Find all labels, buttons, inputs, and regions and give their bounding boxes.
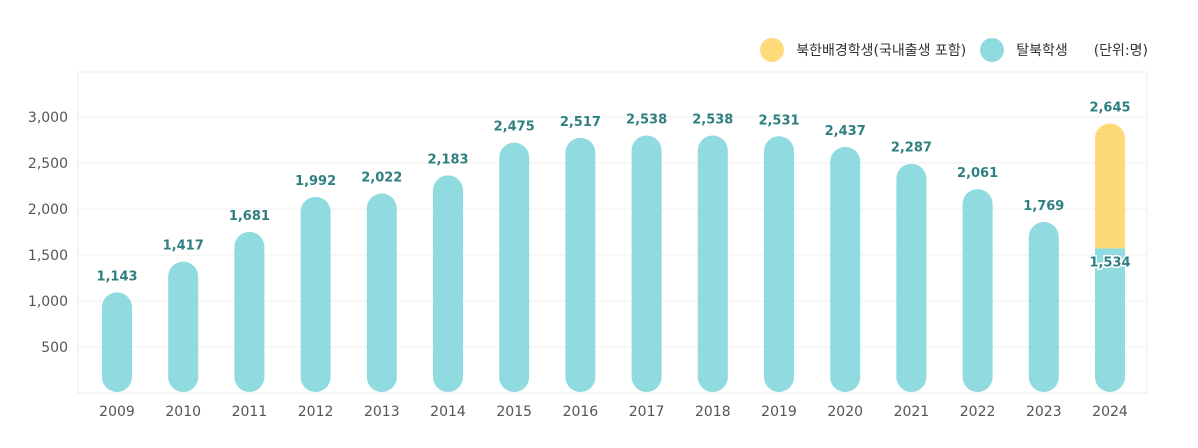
total-label: 2,022 bbox=[361, 171, 402, 186]
y-tick-label: 2,500 bbox=[28, 156, 68, 172]
x-tick-label: 2009 bbox=[99, 404, 135, 420]
x-tick-label: 2012 bbox=[298, 404, 334, 420]
x-tick-label: 2010 bbox=[165, 404, 201, 420]
bar-2012 bbox=[300, 196, 331, 392]
total-label: 1,992 bbox=[295, 174, 336, 189]
legend-item-background-students: 북한배경학생(국내출생 포함) bbox=[760, 38, 966, 62]
bar-2021 bbox=[896, 163, 927, 392]
bar-2010 bbox=[168, 261, 199, 392]
total-label: 2,475 bbox=[494, 120, 535, 135]
total-label: 2,183 bbox=[427, 152, 468, 167]
y-tick-label: 1,500 bbox=[28, 248, 68, 264]
bar-segment-defector-2024 bbox=[1095, 248, 1125, 392]
x-tick-label: 2019 bbox=[761, 404, 797, 420]
total-label: 2,531 bbox=[758, 113, 799, 128]
bar-2009 bbox=[102, 292, 132, 392]
legend: 북한배경학생(국내출생 포함) 탈북학생 (단위:명) bbox=[746, 38, 1148, 62]
x-tick-label: 2015 bbox=[496, 404, 532, 420]
bar-segment-background-2024 bbox=[1095, 123, 1125, 249]
x-tick-label: 2020 bbox=[827, 404, 863, 420]
total-label: 1,681 bbox=[229, 209, 270, 224]
total-label: 2,287 bbox=[891, 141, 932, 156]
legend-label: 북한배경학생(국내출생 포함) bbox=[796, 43, 967, 59]
total-label: 1,143 bbox=[96, 269, 137, 284]
total-label: 2,437 bbox=[825, 124, 866, 139]
x-tick-label: 2011 bbox=[232, 404, 268, 420]
bar-2011 bbox=[234, 231, 265, 392]
y-tick-label: 500 bbox=[41, 340, 68, 356]
total-label: 2,517 bbox=[560, 115, 601, 130]
bar-2020 bbox=[830, 146, 861, 392]
total-label: 1,769 bbox=[1023, 199, 1064, 214]
x-tick-label: 2021 bbox=[894, 404, 930, 420]
x-tick-label: 2018 bbox=[695, 404, 731, 420]
total-label: 2,645 bbox=[1089, 100, 1130, 115]
x-tick-label: 2017 bbox=[629, 404, 665, 420]
bar-2016 bbox=[565, 137, 596, 392]
plot-area bbox=[77, 71, 1148, 394]
legend-swatch-teal bbox=[980, 38, 1005, 62]
x-tick-label: 2022 bbox=[960, 404, 996, 420]
total-label: 2,061 bbox=[957, 166, 998, 181]
x-tick-label: 2014 bbox=[430, 404, 466, 420]
bar-2023 bbox=[1028, 221, 1059, 392]
x-tick-label: 2016 bbox=[563, 404, 599, 420]
legend-label: 탈북학생 bbox=[1016, 43, 1068, 59]
x-tick-label: 2024 bbox=[1092, 404, 1128, 420]
y-tick-label: 1,000 bbox=[28, 294, 68, 310]
x-tick-label: 2013 bbox=[364, 404, 400, 420]
bar-2017 bbox=[631, 135, 662, 392]
total-label: 1,417 bbox=[163, 239, 204, 254]
bar-2018 bbox=[697, 135, 728, 392]
segment-label: 1,534 bbox=[1089, 255, 1130, 270]
bar-2013 bbox=[366, 193, 397, 392]
x-tick-label: 2023 bbox=[1026, 404, 1062, 420]
legend-item-defector-students: 탈북학생 bbox=[980, 38, 1068, 62]
bar-2022 bbox=[962, 189, 993, 392]
total-label: 2,538 bbox=[626, 112, 667, 127]
total-label: 2,538 bbox=[692, 112, 733, 127]
bar-2015 bbox=[499, 142, 530, 392]
y-tick-label: 2,000 bbox=[28, 202, 68, 218]
bar-2019 bbox=[764, 136, 794, 392]
bar-2014 bbox=[433, 175, 463, 392]
unit-label: (단위:명) bbox=[1093, 43, 1148, 59]
y-tick-label: 3,000 bbox=[28, 110, 68, 126]
legend-swatch-yellow bbox=[760, 38, 785, 62]
